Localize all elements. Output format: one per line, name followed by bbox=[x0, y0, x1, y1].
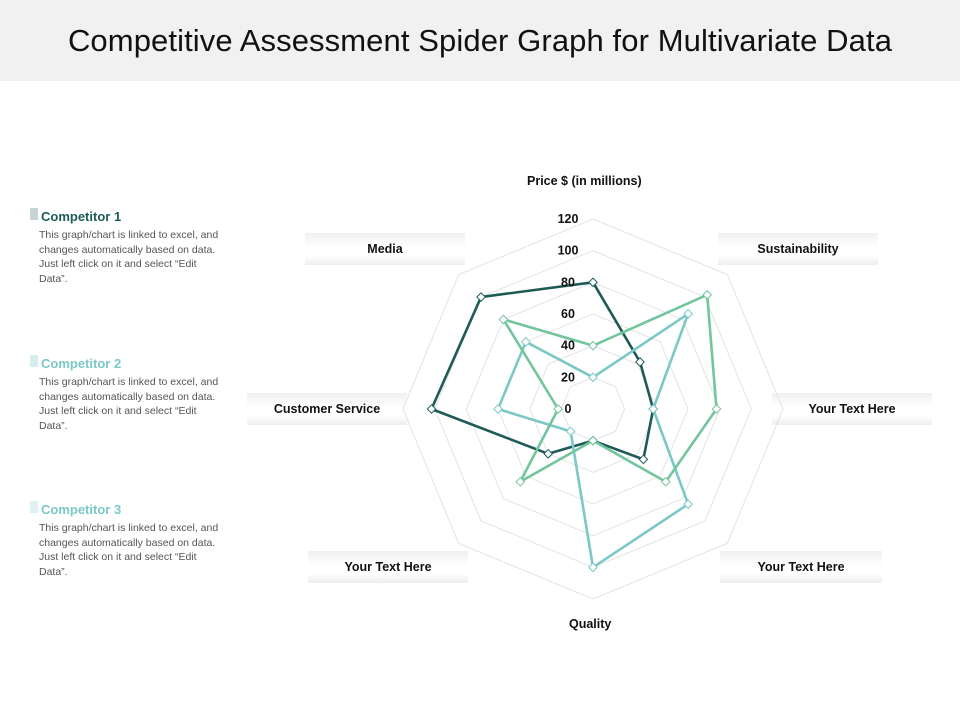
legend-swatch bbox=[30, 207, 38, 220]
axis-label-price: Price $ (in millions) bbox=[527, 174, 642, 188]
data-point bbox=[565, 426, 576, 437]
axis-label-media: Media bbox=[305, 233, 465, 265]
data-point bbox=[638, 454, 649, 465]
data-point bbox=[588, 372, 598, 383]
tick-label: 60 bbox=[561, 307, 575, 321]
data-point bbox=[515, 476, 526, 487]
series-line-1 bbox=[430, 281, 655, 461]
data-point bbox=[553, 404, 564, 414]
axis-label-sustainability: Sustainability bbox=[718, 233, 878, 265]
tick-label: 100 bbox=[558, 244, 579, 258]
data-point bbox=[588, 562, 598, 573]
legend-name: Competitor 1 bbox=[41, 209, 122, 224]
data-point bbox=[702, 289, 713, 300]
data-point bbox=[648, 404, 659, 414]
data-point bbox=[588, 277, 598, 288]
axis-label-your-text-bottom-left: Your Text Here bbox=[308, 551, 468, 583]
legend-description: This graph/chart is linked to excel, and… bbox=[39, 229, 219, 285]
data-point bbox=[493, 404, 503, 414]
data-point bbox=[543, 448, 554, 459]
data-point bbox=[683, 308, 694, 319]
grid-ring bbox=[465, 281, 721, 537]
legend-name: Competitor 3 bbox=[41, 502, 122, 517]
data-point bbox=[426, 404, 437, 414]
data-point bbox=[588, 340, 598, 351]
data-point bbox=[520, 336, 531, 347]
data-point bbox=[476, 292, 486, 302]
legend-item-competitor-3: Competitor 3 This graph/chart is linked … bbox=[30, 500, 230, 579]
legend-swatch bbox=[30, 354, 38, 367]
tick-label: 0 bbox=[565, 402, 572, 416]
data-point bbox=[635, 357, 645, 367]
axis-label-quality: Quality bbox=[569, 617, 612, 631]
axis-label-your-text-bottom-right: Your Text Here bbox=[720, 551, 882, 583]
data-point bbox=[588, 435, 598, 446]
data-point bbox=[711, 404, 722, 414]
axis-label-customer-service: Customer Service bbox=[247, 393, 407, 425]
axis-label-your-text-right: Your Text Here bbox=[772, 393, 932, 425]
title-bar: Competitive Assessment Spider Graph for … bbox=[0, 0, 960, 81]
tick-label: 120 bbox=[558, 212, 579, 226]
legend-name: Competitor 2 bbox=[41, 356, 122, 371]
legend-item-competitor-2: Competitor 2 This graph/chart is linked … bbox=[30, 354, 230, 433]
data-point bbox=[498, 314, 509, 325]
data-point bbox=[683, 499, 694, 510]
grid-ring bbox=[402, 218, 784, 600]
tick-label: 40 bbox=[561, 339, 575, 353]
tick-label: 80 bbox=[561, 275, 575, 289]
data-point bbox=[660, 476, 671, 487]
legend-description: This graph/chart is linked to excel, and… bbox=[39, 376, 219, 432]
page-title: Competitive Assessment Spider Graph for … bbox=[67, 22, 893, 58]
tick-label: 20 bbox=[561, 370, 575, 384]
legend-swatch bbox=[30, 500, 38, 513]
legend-item-competitor-1: Competitor 1 This graph/chart is linked … bbox=[30, 207, 230, 286]
legend-description: This graph/chart is linked to excel, and… bbox=[39, 522, 219, 578]
